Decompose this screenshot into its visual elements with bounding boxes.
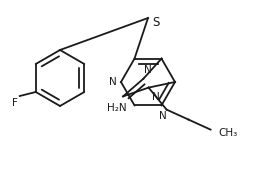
Text: H₂N: H₂N — [107, 103, 126, 113]
Text: S: S — [152, 16, 159, 29]
Text: N: N — [109, 77, 117, 87]
Text: N: N — [144, 65, 152, 75]
Text: N: N — [152, 92, 159, 102]
Text: CH₃: CH₃ — [219, 128, 238, 138]
Text: F: F — [12, 98, 18, 108]
Text: N: N — [159, 111, 166, 121]
